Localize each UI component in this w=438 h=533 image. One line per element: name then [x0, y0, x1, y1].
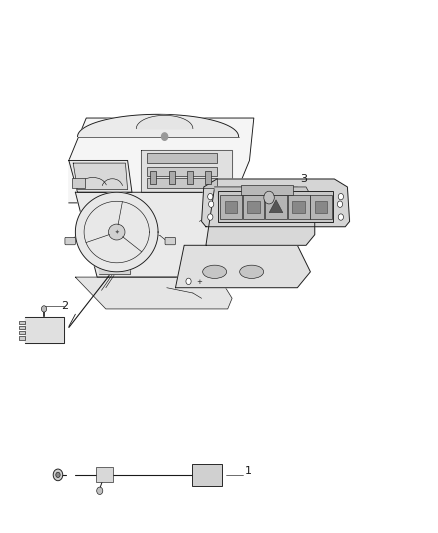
Circle shape	[264, 191, 274, 204]
Bar	[169, 171, 175, 184]
Bar	[19, 336, 25, 340]
Circle shape	[208, 214, 213, 220]
Bar	[19, 331, 25, 334]
Circle shape	[338, 193, 343, 200]
FancyBboxPatch shape	[243, 195, 264, 219]
Polygon shape	[25, 317, 64, 343]
Ellipse shape	[203, 265, 226, 278]
Bar	[147, 152, 217, 163]
Circle shape	[162, 133, 168, 140]
Text: ✦: ✦	[114, 230, 119, 235]
FancyBboxPatch shape	[96, 467, 113, 482]
Polygon shape	[75, 192, 241, 277]
FancyBboxPatch shape	[225, 201, 237, 213]
Polygon shape	[75, 192, 158, 272]
Ellipse shape	[109, 224, 125, 240]
Circle shape	[338, 214, 343, 220]
Circle shape	[208, 193, 213, 200]
Text: 3: 3	[300, 174, 307, 184]
Circle shape	[56, 472, 60, 478]
Bar	[19, 320, 25, 324]
Polygon shape	[73, 163, 127, 190]
FancyBboxPatch shape	[311, 195, 332, 219]
Polygon shape	[75, 277, 232, 309]
FancyBboxPatch shape	[218, 191, 333, 222]
FancyBboxPatch shape	[220, 195, 242, 219]
Bar	[205, 171, 211, 184]
Circle shape	[42, 306, 47, 312]
Bar	[19, 326, 25, 329]
Bar	[72, 179, 85, 188]
Polygon shape	[215, 187, 315, 203]
Circle shape	[186, 278, 191, 285]
Polygon shape	[269, 200, 283, 213]
Circle shape	[53, 469, 63, 481]
FancyBboxPatch shape	[247, 201, 260, 213]
Polygon shape	[78, 115, 239, 136]
FancyBboxPatch shape	[265, 195, 287, 219]
Bar	[150, 171, 156, 184]
Polygon shape	[136, 116, 193, 128]
Text: +: +	[196, 279, 202, 285]
Bar	[147, 167, 217, 176]
Bar	[241, 185, 293, 195]
Ellipse shape	[240, 265, 264, 278]
Polygon shape	[201, 179, 350, 227]
Text: 2: 2	[61, 301, 68, 311]
FancyBboxPatch shape	[165, 237, 176, 245]
Polygon shape	[176, 245, 311, 288]
Polygon shape	[206, 187, 315, 245]
Text: 1: 1	[245, 466, 252, 475]
Circle shape	[208, 201, 214, 207]
Polygon shape	[69, 160, 132, 192]
Circle shape	[337, 201, 343, 207]
FancyBboxPatch shape	[288, 195, 310, 219]
Bar	[147, 179, 217, 188]
Polygon shape	[69, 118, 254, 203]
Circle shape	[97, 487, 103, 495]
FancyBboxPatch shape	[191, 464, 223, 486]
Polygon shape	[141, 150, 232, 192]
Polygon shape	[99, 256, 130, 274]
FancyBboxPatch shape	[293, 201, 305, 213]
FancyBboxPatch shape	[65, 237, 75, 245]
Bar	[187, 171, 193, 184]
FancyBboxPatch shape	[315, 201, 328, 213]
